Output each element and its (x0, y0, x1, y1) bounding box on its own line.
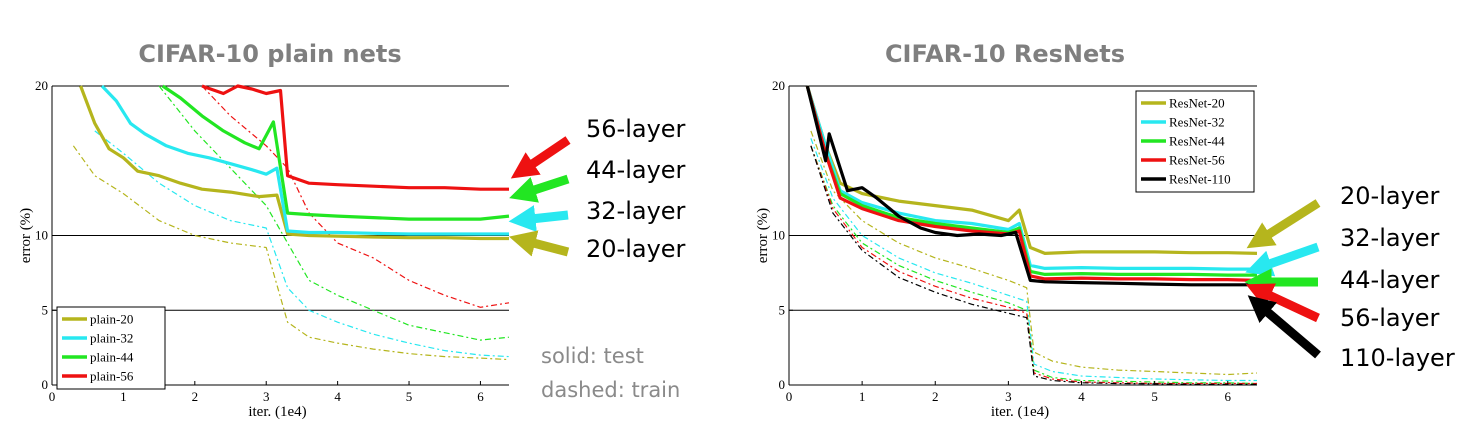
note-solid-test: solid: test (541, 344, 644, 368)
series-line-plain-20-train (72, 145, 510, 361)
y-axis-label: error (%) (755, 208, 771, 263)
annotation-arrow (1245, 242, 1320, 277)
x-tick-label: 5 (406, 389, 413, 404)
legend-label: ResNet-44 (1169, 134, 1225, 149)
right-layer-annotations: 20-layer 32-layer 44-layer 56-layer 110-laye… (1244, 182, 1455, 372)
layer-annotation: 110-layer (1247, 295, 1455, 372)
layer-annotation: 44-layer (509, 156, 686, 203)
y-tick-label: 5 (779, 302, 786, 317)
y-tick-label: 20 (35, 78, 48, 93)
legend-label: plain-56 (90, 369, 134, 384)
note-dashed-train: dashed: train (541, 378, 680, 402)
legend-label: ResNet-32 (1169, 115, 1225, 130)
x-tick-label: 6 (477, 389, 484, 404)
series-line-resnet-32-train (810, 138, 1257, 382)
x-tick-label: 3 (263, 389, 270, 404)
y-tick-label: 10 (772, 228, 785, 243)
y-tick-label: 20 (772, 78, 785, 93)
annotation-label: 110-layer (1340, 344, 1455, 372)
y-axis-label: error (%) (18, 208, 34, 263)
series-line-resnet-44-train (810, 145, 1258, 385)
series-line-plain-56-train (201, 85, 510, 308)
annotation-arrow (1247, 295, 1321, 359)
series-line-plain-20-test (79, 85, 509, 241)
series-line-plain-32-test (100, 84, 509, 236)
x-tick-label: 4 (334, 389, 341, 404)
legend: plain-20 plain-32 plain-44 plain-56 (56, 306, 166, 390)
legend-label: ResNet-56 (1169, 153, 1225, 168)
series-line-plain-56-test (201, 84, 509, 191)
x-axis-label: iter. (1e4) (248, 404, 306, 420)
series-line-resnet-110-train (810, 145, 1257, 385)
y-tick-label: 0 (42, 377, 49, 392)
annotation-label: 20-layer (1340, 182, 1440, 210)
legend-label: plain-32 (90, 331, 133, 346)
series-line-resnet-20-train (810, 130, 1258, 376)
series-line-resnet-44-test (805, 85, 1257, 277)
layer-annotation: 44-layer (1244, 266, 1440, 296)
layer-annotation: 32-layer (508, 197, 686, 232)
annotation-arrow (1245, 283, 1320, 323)
y-tick-label: 5 (42, 302, 49, 317)
x-tick-label: 0 (49, 389, 56, 404)
y-tick-label: 0 (779, 377, 786, 392)
legend-label: ResNet-20 (1169, 96, 1225, 111)
left-layer-annotations: 56-layer 44-layer 32-layer 20-layer (508, 115, 686, 263)
series-line-resnet-32-test (805, 85, 1257, 271)
x-tick-label: 5 (1151, 389, 1158, 404)
data-lines (805, 85, 1258, 385)
legend: ResNet-20 ResNet-32 ResNet-44 ResNet-56 ResN… (1135, 90, 1255, 193)
x-tick-label: 6 (1225, 389, 1232, 404)
x-tick-label: 2 (932, 389, 939, 404)
annotation-arrow (510, 136, 571, 179)
annotation-label: 56-layer (586, 115, 686, 143)
chart-title: CIFAR-10 plain nets (138, 40, 401, 68)
chart-title: CIFAR-10 ResNets (885, 40, 1125, 68)
data-lines (72, 84, 510, 361)
annotation-arrow (508, 230, 570, 257)
annotation-arrow (509, 174, 570, 203)
x-tick-label: 1 (120, 389, 127, 404)
x-tick-label: 2 (192, 389, 199, 404)
annotation-label: 44-layer (1340, 266, 1440, 294)
annotation-label: 56-layer (1340, 304, 1440, 332)
x-tick-label: 3 (1005, 389, 1012, 404)
layer-annotation: 56-layer (510, 115, 686, 179)
annotation-label: 20-layer (586, 235, 686, 263)
series-line-resnet-110-test (805, 85, 1257, 287)
y-tick-label: 10 (35, 228, 48, 243)
plain-nets-chart: CIFAR-10 plain nets 0 5 10 20 0 1 2 3 4 5 6 iter. (1… (18, 40, 510, 420)
layer-annotation: 32-layer (1245, 224, 1440, 277)
layer-annotation: 56-layer (1245, 283, 1440, 332)
x-axis-label: iter. (1e4) (991, 404, 1049, 420)
x-tick-label: 4 (1078, 389, 1085, 404)
annotation-label: 32-layer (586, 197, 686, 225)
series-line-plain-32-train (94, 130, 510, 358)
legend-label: ResNet-110 (1169, 172, 1231, 187)
legend-label: plain-44 (90, 350, 134, 365)
annotation-label: 44-layer (586, 156, 686, 184)
series-line-resnet-56-test (805, 85, 1258, 282)
legend-label: plain-20 (90, 312, 133, 327)
annotation-arrow (508, 205, 569, 232)
resnets-chart: CIFAR-10 ResNets 0 5 10 20 0 1 2 3 4 5 6 iter. (1e4)… (755, 40, 1258, 420)
series-line-plain-44-test (161, 84, 510, 221)
annotation-label: 32-layer (1340, 224, 1440, 252)
x-tick-label: 1 (859, 389, 866, 404)
annotation-arrow (1246, 199, 1321, 249)
x-tick-label: 0 (786, 389, 793, 404)
layer-annotation: 20-layer (1246, 182, 1440, 249)
layer-annotation: 20-layer (508, 230, 686, 263)
